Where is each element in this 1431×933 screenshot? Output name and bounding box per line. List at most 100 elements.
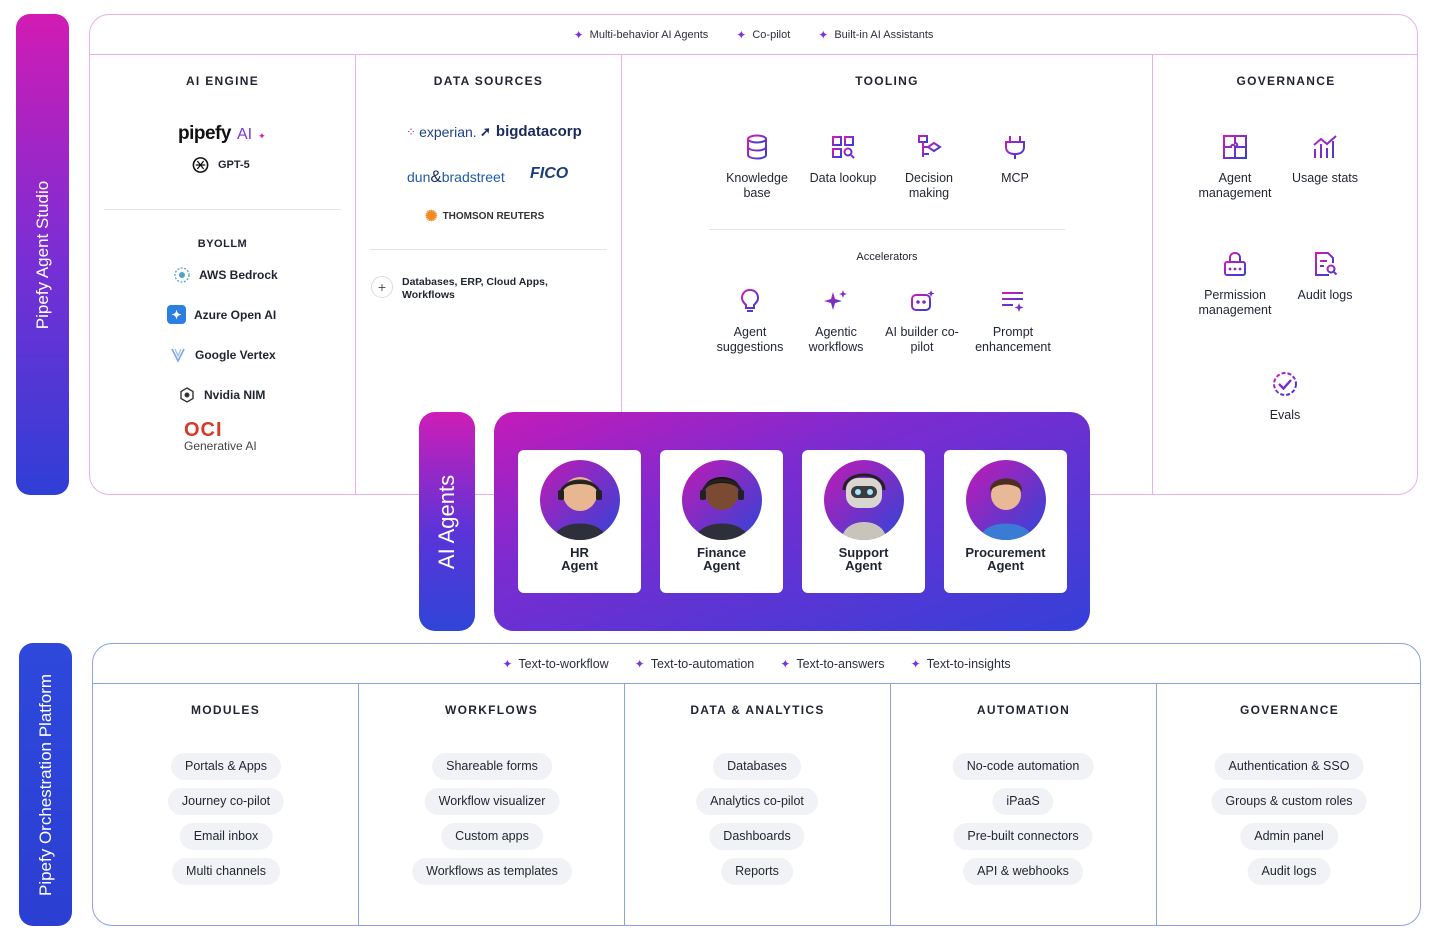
hr-agent-name: HR Agent: [561, 545, 598, 573]
finance-agent-avatar: [681, 460, 762, 540]
flow-icon: [918, 135, 942, 157]
hr-agent-avatar: [539, 460, 620, 540]
check-circle-icon: [1273, 372, 1297, 396]
column-divider: [624, 684, 625, 925]
data-pill: Dashboards: [709, 823, 805, 850]
aws-bedrock-icon: [172, 265, 191, 284]
azure-icon: ✦: [167, 305, 186, 324]
sparkle-icon: ✦: [573, 27, 584, 42]
orchestration-platform-panel: ✦ Text-to-workflow ✦ Text-to-automation ✦ T…: [92, 643, 1421, 926]
ai-agents-label-bar: AI Agents: [419, 412, 475, 631]
module-pill: Multi channels: [172, 858, 280, 885]
lock-icon: [1224, 251, 1246, 276]
ai-agents-panel: HR Agent Finance Agent Support Agent Pro…: [494, 412, 1090, 631]
modules-title: MODULES: [190, 703, 261, 717]
sparkle-icon: ✦: [780, 656, 791, 671]
fico-logo: FICO: [530, 165, 569, 182]
accel-prompt-enhancement: Prompt enhancement: [963, 287, 1063, 355]
agent-card-hr[interactable]: HR Agent: [518, 450, 641, 593]
gov-permission-management: Permission management: [1190, 250, 1280, 318]
data-analytics-title: DATA & ANALYTICS: [690, 703, 825, 717]
module-pill: Portals & Apps: [171, 753, 281, 780]
automation-pill: Pre-built connectors: [953, 823, 1093, 850]
automation-pill: No-code automation: [952, 753, 1094, 780]
finance-agent-name: Finance Agent: [696, 545, 747, 573]
governance-pill: Groups & custom roles: [1211, 788, 1367, 815]
tool-data-lookup: Data lookup: [798, 133, 888, 186]
agent-card-support[interactable]: Support Agent: [802, 450, 925, 593]
robot-icon: [911, 290, 935, 311]
reuters-icon: ✺: [425, 208, 438, 225]
automation-pill: iPaaS: [992, 788, 1054, 815]
column-divider: [1156, 684, 1157, 925]
column-divider: [1152, 55, 1153, 494]
divider: [370, 249, 607, 250]
divider: [104, 209, 341, 210]
experian-icon: ⁘: [406, 125, 417, 139]
tool-knowledge-base: Knowledge base: [712, 133, 802, 201]
module-pill: Email inbox: [179, 823, 273, 850]
platform-column-modules: MODULES Portals & Apps Journey co-pilot …: [93, 684, 358, 925]
data-pill: Reports: [721, 858, 793, 885]
procurement-agent-avatar: [965, 460, 1046, 540]
tool-mcp: MCP: [970, 133, 1060, 186]
data-pill: Analytics co-pilot: [696, 788, 818, 815]
platform-column-data-analytics: DATA & ANALYTICS Databases Analytics co-…: [625, 684, 890, 925]
capability-item: ✦ Text-to-workflow: [502, 656, 609, 671]
capability-item: ✦ Text-to-insights: [910, 656, 1011, 671]
tooling-title: TOOLING: [855, 74, 919, 88]
sparkle-icon: ✦: [818, 27, 829, 42]
agent-card-finance[interactable]: Finance Agent: [660, 450, 783, 593]
tooling-column: TOOLING Knowledge base Data lookup Decis…: [622, 55, 1152, 494]
column-divider: [358, 684, 359, 925]
plug-icon: [1005, 136, 1025, 159]
governance-pill: Audit logs: [1247, 858, 1331, 885]
column-divider: [890, 684, 891, 925]
data-sources-title: DATA SOURCES: [433, 74, 544, 88]
chart-icon: [1313, 135, 1337, 158]
accel-ai-builder-copilot: AI builder co-pilot: [877, 287, 967, 355]
database-icon: [747, 134, 767, 160]
platform-column-governance: GOVERNANCE Authentication & SSO Groups &…: [1157, 684, 1422, 925]
agent-studio-sidebar: Pipefy Agent Studio: [16, 14, 69, 495]
google-vertex-item: Google Vertex: [168, 345, 276, 364]
capability-item: ✦ Multi-behavior AI Agents: [573, 27, 709, 42]
puzzle-icon: [1223, 135, 1247, 159]
ai-engine-column: AI ENGINE pipefy AI ✦ GPT-5 BYOLLM AWS B…: [90, 55, 355, 494]
accel-agent-suggestions: Agent suggestions: [705, 287, 795, 355]
studio-capabilities-strip: ✦ Multi-behavior AI Agents ✦ Co-pilot ✦ Bui…: [90, 15, 1417, 55]
agent-studio-label: Pipefy Agent Studio: [32, 180, 52, 329]
capability-item: ✦ Built-in AI Assistants: [818, 27, 934, 42]
agent-card-procurement[interactable]: Procurement Agent: [944, 450, 1067, 593]
capability-item: ✦ Text-to-automation: [634, 656, 755, 671]
google-vertex-icon: [168, 345, 187, 364]
openai-icon: [191, 155, 210, 174]
lightbulb-icon: [740, 288, 760, 312]
workflow-pill: Workflow visualizer: [424, 788, 560, 815]
workflow-pill: Workflows as templates: [412, 858, 572, 885]
sparkles-icon: [824, 290, 847, 310]
platform-capabilities-strip: ✦ Text-to-workflow ✦ Text-to-automation ✦ T…: [93, 644, 1420, 684]
oci-subtitle: Generative AI: [184, 439, 257, 453]
experian-logo: ⁘ experian.: [406, 124, 477, 140]
workflow-pill: Shareable forms: [432, 753, 552, 780]
list-sparkle-icon: [1002, 292, 1024, 312]
procurement-agent-name: Procurement Agent: [965, 545, 1046, 573]
orchestration-platform-sidebar: Pipefy Orchestration Platform: [19, 643, 72, 926]
support-agent-name: Support Agent: [838, 545, 889, 573]
azure-openai-item: ✦ Azure Open AI: [167, 305, 276, 324]
dun-bradstreet-logo: dun&bradstreet: [407, 167, 505, 186]
data-sources-extra: Databases, ERP, Cloud Apps, Workflows: [402, 276, 548, 301]
pipefy-ai-logo: pipefy AI ✦: [178, 123, 266, 144]
governance-studio-title: GOVERNANCE: [1236, 74, 1336, 88]
automation-title: AUTOMATION: [976, 703, 1071, 717]
nvidia-nim-item: Nvidia NIM: [177, 385, 265, 404]
grid-search-icon: [832, 136, 855, 159]
governance-studio-column: GOVERNANCE Agent management Usage stats …: [1153, 55, 1419, 494]
gov-agent-management: Agent management: [1190, 133, 1280, 201]
support-agent-avatar: [823, 460, 904, 540]
sparkle-icon: ✦: [258, 131, 266, 141]
orchestration-platform-label: Pipefy Orchestration Platform: [35, 673, 55, 896]
column-divider: [621, 55, 622, 494]
platform-column-automation: AUTOMATION No-code automation iPaaS Pre-…: [891, 684, 1156, 925]
